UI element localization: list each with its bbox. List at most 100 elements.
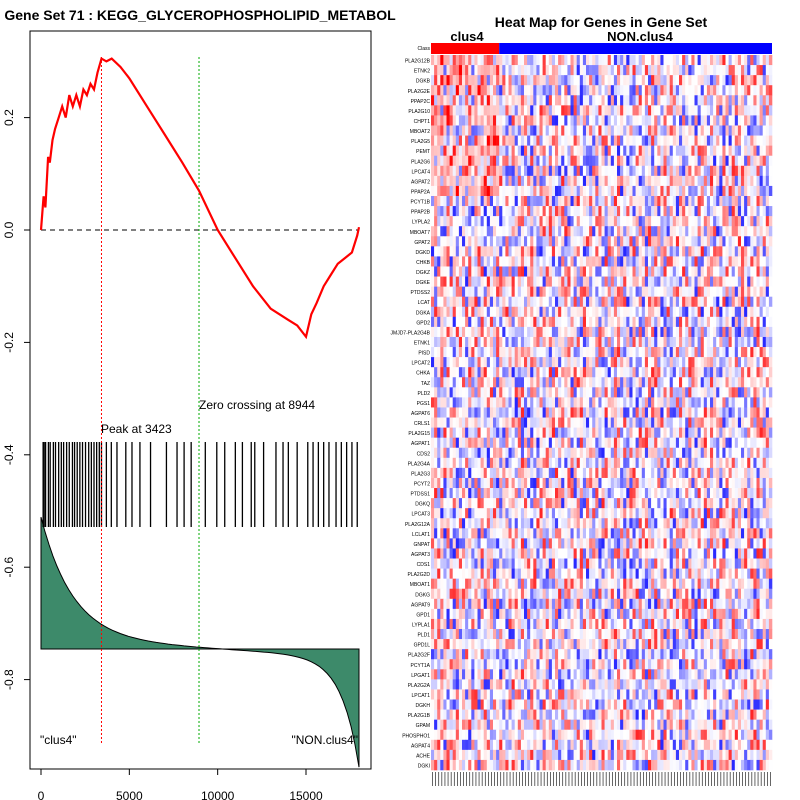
heatmap-cell <box>468 447 472 459</box>
heatmap-cell <box>502 477 506 489</box>
heatmap-cell <box>455 256 460 267</box>
heatmap-cell <box>595 377 599 388</box>
heatmap-cell <box>536 145 540 156</box>
heatmap-cell <box>679 296 683 308</box>
heatmap-cell <box>719 447 723 459</box>
heatmap-cell <box>635 387 639 398</box>
heatmap-cell <box>641 226 646 237</box>
heatmap-cell <box>499 185 503 197</box>
heatmap-cell <box>551 145 556 156</box>
heatmap-cell <box>573 377 577 388</box>
heatmap-cell <box>768 367 773 378</box>
heatmap-cell <box>539 266 543 277</box>
heatmap-cell <box>437 155 441 167</box>
heatmap-cell <box>685 357 689 368</box>
heatmap-cell <box>431 316 435 328</box>
heatmap-cell <box>480 447 484 459</box>
heatmap-cell <box>530 185 534 197</box>
heatmap-cell <box>570 296 574 308</box>
heatmap-cell <box>750 236 754 247</box>
heatmap-cell <box>725 185 729 197</box>
heatmap-cell <box>468 256 472 267</box>
heatmap-cell <box>617 135 621 146</box>
heatmap-cell <box>685 397 689 408</box>
heatmap-cell <box>719 336 723 348</box>
heatmap-cell <box>632 336 636 348</box>
heatmap-cell <box>719 316 723 328</box>
heatmap-cell <box>561 447 565 459</box>
heatmap-cell <box>703 216 708 227</box>
heatmap-cell <box>688 387 692 398</box>
heatmap-cell <box>768 266 773 277</box>
heatmap-cell <box>434 457 438 469</box>
heatmap-cell <box>629 296 633 308</box>
heatmap-cell <box>725 216 729 227</box>
heatmap-cell <box>437 488 441 499</box>
heatmap-cell <box>517 195 522 207</box>
heatmap-cell <box>437 135 441 146</box>
heatmap-cell <box>713 226 717 237</box>
heatmap-cell <box>486 195 491 207</box>
heatmap-cell <box>632 115 636 126</box>
heatmap-cell <box>483 125 488 136</box>
heatmap-cell <box>579 276 584 287</box>
heatmap-cell <box>610 387 615 398</box>
heatmap-cell <box>632 175 636 187</box>
heatmap-cell <box>731 145 736 156</box>
heatmap-cell <box>542 266 546 277</box>
heatmap-cell <box>586 55 590 66</box>
heatmap-cell <box>462 276 466 287</box>
heatmap-cell <box>555 437 559 449</box>
heatmap-cell <box>610 145 615 156</box>
heatmap-cell <box>561 115 565 126</box>
heatmap-cell <box>443 55 447 66</box>
heatmap-cell <box>753 417 757 428</box>
heatmap-cell <box>644 226 649 237</box>
heatmap-cell <box>682 347 686 358</box>
heatmap-cell <box>536 105 540 116</box>
heatmap-cell <box>499 326 503 338</box>
heatmap-cell <box>706 125 711 136</box>
heatmap-cell <box>744 195 748 207</box>
heatmap-cell <box>551 316 556 328</box>
heatmap-cell <box>508 65 512 76</box>
heatmap-cell <box>440 498 444 509</box>
heatmap-cell <box>564 105 568 116</box>
heatmap-cell <box>604 347 608 358</box>
heatmap-cell <box>449 367 453 378</box>
heatmap-cell <box>486 296 491 308</box>
heatmap-cell <box>598 437 602 449</box>
heatmap-cell <box>617 65 621 76</box>
heatmap-cell <box>719 206 723 217</box>
heatmap-cell <box>434 195 438 207</box>
heatmap-cell <box>765 477 770 489</box>
heatmap-cell <box>443 216 447 227</box>
heatmap-cell <box>558 125 562 136</box>
heatmap-cell <box>669 367 674 378</box>
heatmap-cell <box>716 276 720 287</box>
heatmap-cell <box>728 427 732 438</box>
heatmap-cell <box>648 457 652 469</box>
heatmap-cell <box>610 397 615 408</box>
heatmap-cell <box>443 286 447 297</box>
heatmap-cell <box>626 155 630 167</box>
heatmap-cell <box>768 206 773 217</box>
heatmap-cell <box>545 306 550 318</box>
heatmap-cell <box>663 266 667 277</box>
heatmap-cell <box>431 427 435 438</box>
heatmap-cell <box>533 95 537 106</box>
heatmap-cell <box>685 437 689 449</box>
heatmap-cell <box>629 276 633 287</box>
heatmap-cell <box>489 206 494 217</box>
heatmap-cell <box>682 85 686 96</box>
heatmap-cell <box>694 387 698 398</box>
heatmap-cell <box>440 488 444 499</box>
heatmap-cell <box>750 347 754 358</box>
heatmap-cell <box>458 397 463 408</box>
heatmap-cell <box>620 286 624 297</box>
heatmap-cell <box>759 95 763 106</box>
heatmap-cell <box>638 316 643 328</box>
heatmap-cell <box>697 135 701 146</box>
heatmap-cell <box>725 55 729 66</box>
heatmap-cell <box>446 286 450 297</box>
